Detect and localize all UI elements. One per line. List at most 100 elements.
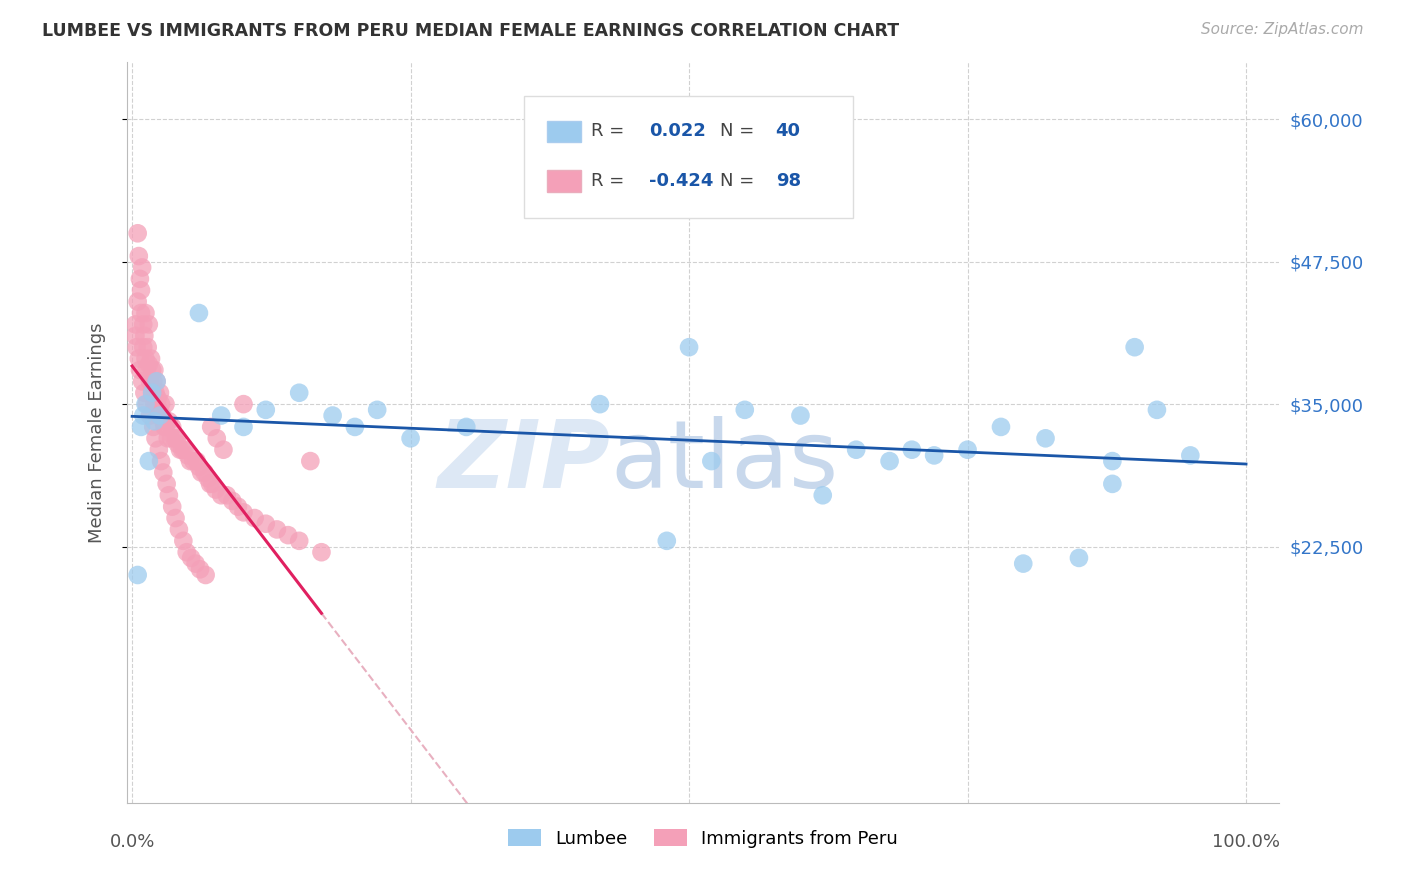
Point [127,294,149,309]
Point [138,357,160,371]
Point [198,476,221,491]
Point [157,414,180,428]
Point [288,385,311,400]
Point [127,227,149,241]
Point [197,471,219,485]
Point [131,260,153,275]
Point [194,568,217,582]
Point [129,363,152,377]
Point [142,375,165,389]
Point [1180,449,1202,463]
Point [1012,557,1035,571]
Point [209,488,232,502]
Point [190,466,212,480]
Point [166,431,188,445]
Point [186,454,208,468]
Point [1146,402,1168,417]
Point [129,306,152,320]
Point [128,351,150,366]
Point [129,420,152,434]
Point [145,375,167,389]
Point [212,442,235,457]
Point [150,397,173,411]
Point [148,442,170,457]
Text: atlas: atlas [610,417,839,508]
Point [990,420,1012,434]
Point [138,454,160,468]
Point [266,523,288,537]
Point [215,488,238,502]
Point [149,409,172,423]
Point [205,431,228,445]
Point [678,340,700,354]
Point [143,414,166,428]
Point [145,385,167,400]
Point [145,431,167,445]
Point [145,397,167,411]
Point [127,568,149,582]
Point [169,442,191,457]
FancyBboxPatch shape [547,120,581,142]
Text: ZIP: ZIP [437,417,610,508]
Point [1101,476,1123,491]
Text: 98: 98 [776,172,801,190]
Point [146,392,169,406]
Text: R =: R = [591,122,630,140]
Point [922,449,945,463]
Point [1067,550,1090,565]
Point [188,562,211,576]
Point [172,442,194,457]
Point [655,533,678,548]
Point [152,466,174,480]
Point [160,431,183,445]
Point [221,494,243,508]
Point [136,340,159,354]
Point [789,409,811,423]
Point [134,328,156,343]
Point [149,409,172,423]
Point [277,528,299,542]
Point [399,431,422,445]
Point [134,397,156,411]
Point [254,516,277,531]
Point [179,454,201,468]
Point [956,442,979,457]
Text: N =: N = [720,172,761,190]
Text: 40: 40 [776,122,800,140]
Point [153,420,176,434]
Point [187,459,209,474]
Point [138,318,160,332]
Point [232,505,254,519]
Point [200,420,222,434]
Point [139,375,162,389]
Text: -0.424: -0.424 [648,172,713,190]
Point [139,351,162,366]
Text: R =: R = [591,172,630,190]
FancyBboxPatch shape [524,95,853,218]
Point [343,420,366,434]
Point [150,409,173,423]
Point [845,442,868,457]
Point [143,397,166,411]
Point [132,409,155,423]
Point [148,402,170,417]
Point [187,306,209,320]
Point [156,476,179,491]
Point [129,283,152,297]
Point [201,476,224,491]
Y-axis label: Median Female Earnings: Median Female Earnings [87,322,105,543]
Point [166,437,188,451]
Point [129,272,152,286]
Point [160,500,183,514]
Point [299,454,322,468]
Point [125,340,148,354]
Point [132,340,155,354]
Point [131,375,153,389]
Point [184,557,207,571]
Point [243,511,266,525]
Point [143,363,166,377]
Point [232,420,254,434]
Point [311,545,333,559]
Point [157,488,180,502]
Point [141,385,163,400]
